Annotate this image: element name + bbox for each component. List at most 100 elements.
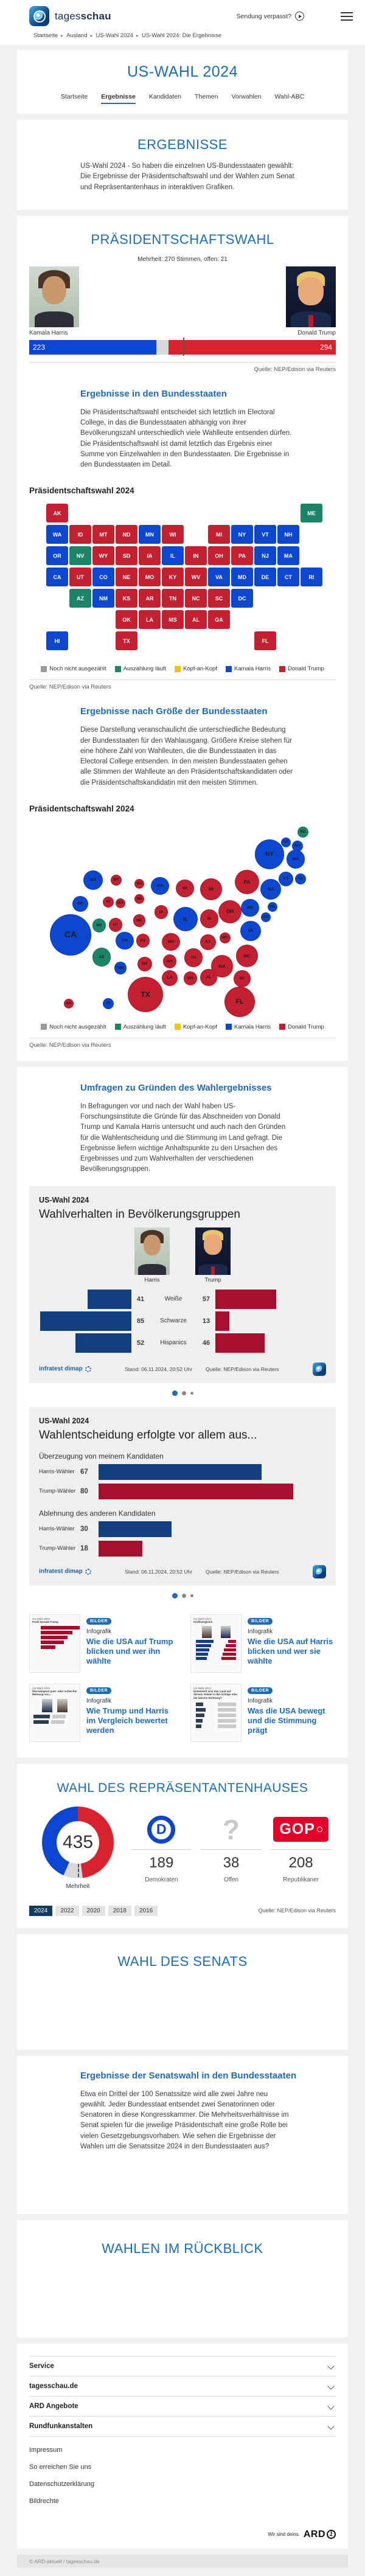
carousel-dot-3[interactable] xyxy=(190,1391,193,1395)
year-button-2020[interactable]: 2020 xyxy=(82,1905,105,1916)
bubble-AZ[interactable]: AZ xyxy=(92,948,111,967)
state-NH[interactable]: NH xyxy=(277,525,299,544)
harris-bar-segment[interactable]: 223 xyxy=(29,339,156,355)
bubble-LA[interactable]: LA xyxy=(161,970,178,986)
house-seats-donut[interactable]: 435 xyxy=(42,1806,114,1878)
state-IN[interactable]: IN xyxy=(185,546,207,566)
bubble-RI[interactable]: RI xyxy=(294,873,307,884)
bubble-MN[interactable]: MN xyxy=(151,877,169,895)
bubble-TX[interactable]: TX xyxy=(127,976,164,1012)
state-MT[interactable]: MT xyxy=(92,525,114,544)
state-NC[interactable]: NC xyxy=(185,589,207,608)
state-MD[interactable]: MD xyxy=(231,568,253,587)
state-AZ[interactable]: AZ xyxy=(69,589,91,608)
bubble-AK[interactable]: AK xyxy=(64,998,74,1009)
teaser-1[interactable]: US-Wahl 2024 Profil Donald Trump BILDER Inf… xyxy=(29,1614,175,1673)
teaser-4[interactable]: US-Wahl 2024 Entwickelt sich das Land auf… xyxy=(190,1683,336,1742)
bubble-KS[interactable]: KS xyxy=(136,934,150,948)
state-CA[interactable]: CA xyxy=(46,568,68,587)
state-AR[interactable]: AR xyxy=(139,589,161,608)
state-NY[interactable]: NY xyxy=(231,525,253,544)
breadcrumb-item[interactable]: Ausland xyxy=(66,32,88,39)
state-MI[interactable]: MI xyxy=(208,525,230,544)
state-VT[interactable]: VT xyxy=(254,525,276,544)
bubble-MD[interactable]: MD xyxy=(241,899,259,917)
bubble-NM[interactable]: NM xyxy=(114,962,127,975)
state-NE[interactable]: NE xyxy=(116,568,137,587)
state-MN[interactable]: MN xyxy=(139,525,161,544)
teaser-title[interactable]: Wie Trump und Harris im Vergleich bewert… xyxy=(86,1706,169,1735)
breadcrumb-item[interactable]: US-Wahl 2024 xyxy=(96,32,133,39)
bubble-ID[interactable]: ID xyxy=(102,896,114,908)
state-RI[interactable]: RI xyxy=(301,568,322,587)
bubble-NJ[interactable]: NJ xyxy=(260,878,282,900)
state-size-bubble-map[interactable]: AK WA OR CA HI ID NV UT AZ MT WY CO NM ND SD NE KS OK TX MN… xyxy=(29,819,336,1017)
senat-heading[interactable]: Ergebnisse der Senatswahl in den Bundess… xyxy=(80,2070,297,2081)
state-UT[interactable]: UT xyxy=(69,568,91,587)
bubble-WA[interactable]: WA xyxy=(83,870,103,890)
state-HI[interactable]: HI xyxy=(46,631,68,651)
bubble-WV[interactable]: WV xyxy=(219,932,231,943)
bubble-IL[interactable]: IL xyxy=(173,906,198,931)
carousel-dot-3[interactable] xyxy=(190,1594,193,1597)
state-MS[interactable]: MS xyxy=(162,610,184,630)
state-DE[interactable]: DE xyxy=(254,568,276,587)
state-ND[interactable]: ND xyxy=(116,525,137,544)
bubble-OK[interactable]: OK xyxy=(137,956,153,971)
state-SC[interactable]: SC xyxy=(208,589,230,608)
state-NM[interactable]: NM xyxy=(92,589,114,608)
year-button-2018[interactable]: 2018 xyxy=(108,1905,131,1916)
state-TN[interactable]: TN xyxy=(162,589,184,608)
tab-themen[interactable]: Themen xyxy=(194,93,218,100)
footer-accordion-tagesschaude[interactable]: tagesschau.de xyxy=(29,2376,336,2397)
state-FL[interactable]: FL xyxy=(254,631,276,651)
bubble-NY[interactable]: NY xyxy=(254,839,285,870)
bubble-ND[interactable]: ND xyxy=(134,878,144,889)
bubble-SC[interactable]: SC xyxy=(234,970,251,987)
tab-ergebnisse[interactable]: Ergebnisse xyxy=(101,93,136,104)
carousel-dot-1[interactable] xyxy=(172,1390,178,1396)
tab-kandidaten[interactable]: Kandidaten xyxy=(148,93,181,100)
state-OR[interactable]: OR xyxy=(46,546,68,566)
bubble-MS[interactable]: MS xyxy=(183,971,198,985)
footer-accordion-rundfunkanstalten[interactable]: Rundfunkanstalten xyxy=(29,2417,336,2437)
state-CT[interactable]: CT xyxy=(277,568,299,587)
state-PA[interactable]: PA xyxy=(231,546,253,566)
electoral-college-bar[interactable]: 223 294 xyxy=(29,337,336,356)
tab-startseite[interactable]: Startseite xyxy=(60,93,88,100)
bubble-DC[interactable]: DC xyxy=(261,912,271,922)
trump-bar-segment[interactable]: 294 xyxy=(168,339,336,355)
state-NJ[interactable]: NJ xyxy=(254,546,276,566)
breadcrumb-item[interactable]: US-Wahl 2024: Die Ergebnisse xyxy=(141,32,222,39)
year-button-2022[interactable]: 2022 xyxy=(55,1905,79,1916)
bubble-IN[interactable]: IN xyxy=(200,909,219,928)
state-OH[interactable]: OH xyxy=(208,546,230,566)
bubble-NC[interactable]: NC xyxy=(235,945,259,968)
play-icon[interactable] xyxy=(295,12,304,21)
state-LA[interactable]: LA xyxy=(139,610,161,630)
bubble-KY[interactable]: KY xyxy=(200,934,216,950)
state-VA[interactable]: VA xyxy=(208,568,230,587)
state-IL[interactable]: IL xyxy=(162,546,184,566)
state-WV[interactable]: WV xyxy=(185,568,207,587)
state-SD[interactable]: SD xyxy=(116,546,137,566)
sendung-verpasst-link[interactable]: Sendung verpasst? xyxy=(237,12,304,21)
states-heading[interactable]: Ergebnisse in den Bundesstaaten xyxy=(80,388,227,399)
carousel-dot-2[interactable] xyxy=(181,1593,186,1598)
bubble-MO[interactable]: MO xyxy=(162,933,180,951)
state-KY[interactable]: KY xyxy=(162,568,184,587)
bubble-SD[interactable]: SD xyxy=(134,894,144,904)
bubble-VT[interactable]: VT xyxy=(281,837,291,847)
teaser-2[interactable]: US-Wahl 2024 Profilvergleich BILDER Infogra… xyxy=(190,1614,336,1673)
state-KS[interactable]: KS xyxy=(116,589,137,608)
bubble-WI[interactable]: WI xyxy=(176,880,194,898)
bubble-VA[interactable]: VA xyxy=(240,921,261,942)
umfragen-heading[interactable]: Umfragen zu Gründen des Wahlergebnisses xyxy=(80,1082,272,1093)
footer-link[interactable]: Impressum xyxy=(29,2446,63,2454)
tab-wahl-abc[interactable]: Wahl-ABC xyxy=(274,93,305,100)
bubble-NE[interactable]: NE xyxy=(133,914,146,928)
bubble-ME[interactable]: ME xyxy=(297,826,309,838)
year-button-2024[interactable]: 2024 xyxy=(29,1905,53,1916)
ard-logo[interactable]: ARD 1 xyxy=(304,2529,337,2540)
bubble-MT[interactable]: MT xyxy=(110,874,122,886)
